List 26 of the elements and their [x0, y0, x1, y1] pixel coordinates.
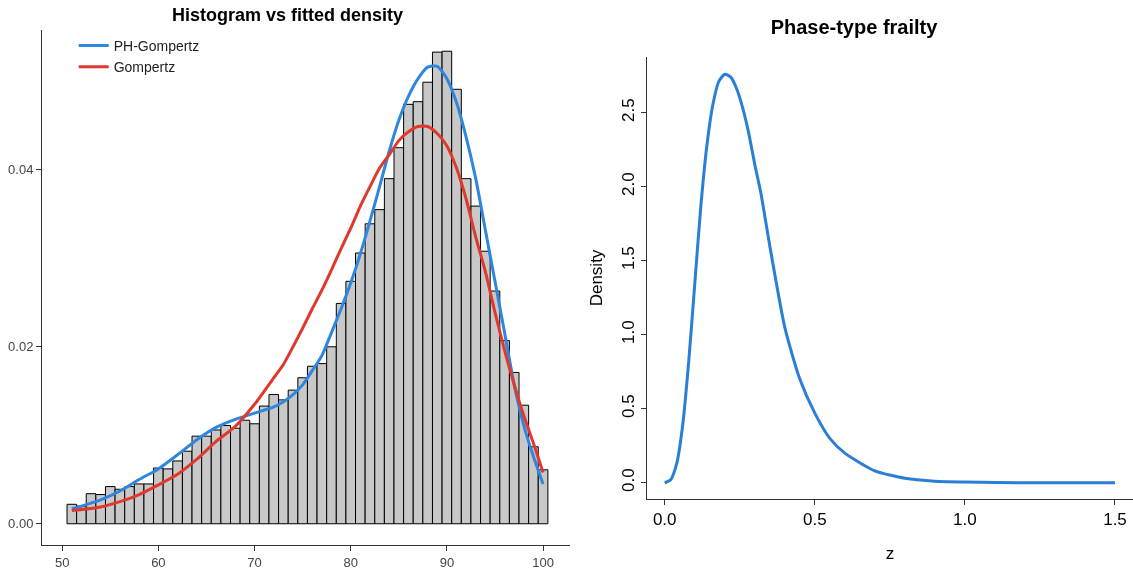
x-tick-label: 1.0 — [953, 510, 977, 530]
y-tick-label: 2.5 — [619, 98, 639, 122]
legend-label: PH-Gompertz — [113, 38, 200, 55]
x-tick-label: 0.0 — [652, 510, 677, 530]
y-tick-label: 0.0 — [619, 468, 639, 492]
line-series — [663, 72, 1117, 485]
x-tick-label: 90 — [439, 554, 455, 570]
y-tick-label: 1.5 — [619, 246, 639, 270]
x-tick-label: 1.5 — [1103, 510, 1127, 530]
x-tick-label: 70 — [247, 554, 262, 570]
legend-label: Gompertz — [113, 59, 176, 76]
x-tick-label: 100 — [532, 554, 554, 570]
x-tick-label: 50 — [54, 554, 70, 570]
y-axis-title: Density — [586, 249, 606, 307]
y-tick-label: 2.0 — [619, 172, 639, 196]
x-tick-label: 80 — [343, 554, 358, 570]
x-tick-label: 0.5 — [802, 510, 827, 530]
chart-title: Phase-type frailty — [770, 15, 939, 38]
chart-title: Histogram vs fitted density — [171, 5, 404, 26]
y-tick-label: 0.00 — [8, 516, 34, 532]
x-tick-label: 60 — [151, 554, 166, 570]
y-tick-label: 0.04 — [8, 162, 34, 178]
y-tick-label: 1.0 — [619, 320, 639, 344]
y-tick-label: 0.5 — [619, 394, 639, 418]
x-axis-title: z — [885, 543, 895, 563]
y-tick-label: 0.02 — [8, 339, 34, 355]
